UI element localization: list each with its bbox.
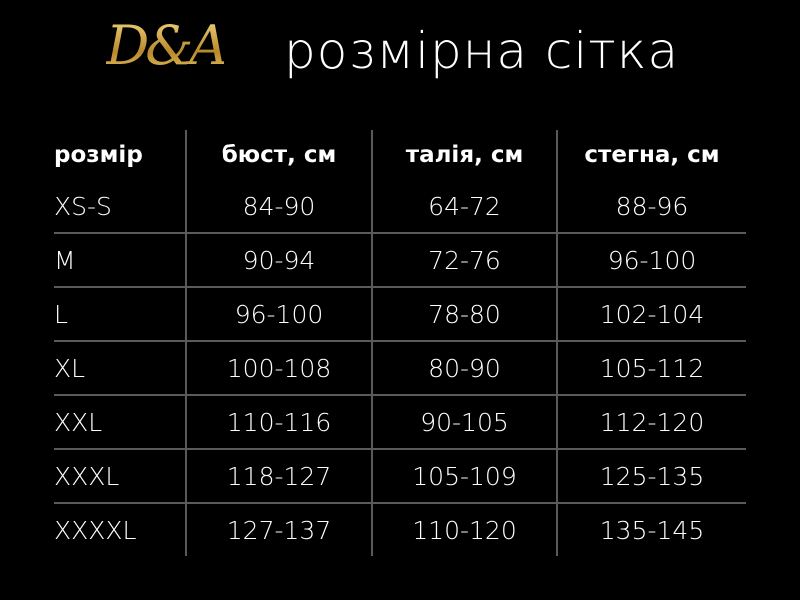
cell-size: L [54,299,68,329]
cell-size: M [54,245,76,275]
cell-bust: 84-90 [185,180,372,233]
cell-bust: 90-94 [185,233,372,287]
cell-bust: 118-127 [185,449,372,503]
cell-hips: 105-112 [556,341,746,395]
cell-waist: 110-120 [371,503,557,556]
cell-waist: 78-80 [371,287,557,341]
table-row: L 96-100 78-80 102-104 [54,287,746,341]
cell-waist: 80-90 [371,341,557,395]
cell-hips: 125-135 [556,449,746,503]
header-bust: бюст, см [185,130,372,180]
cell-waist: 72-76 [371,233,557,287]
page-title: розмірна сітка [284,22,680,80]
table-row: XXL 110-116 90-105 112-120 [54,395,746,449]
cell-waist: 64-72 [371,180,557,233]
table-row: XXXXL 127-137 110-120 135-145 [54,503,746,556]
cell-bust: 100-108 [185,341,372,395]
cell-size: XXL [54,407,103,437]
table-row: M 90-94 72-76 96-100 [54,233,746,287]
header-hips: стегна, см [556,130,746,180]
cell-hips: 88-96 [556,180,746,233]
cell-size: XL [54,353,86,383]
header-size: розмір [54,142,143,168]
cell-hips: 96-100 [556,233,746,287]
cell-waist: 105-109 [371,449,557,503]
table-row: XL 100-108 80-90 105-112 [54,341,746,395]
table-header-row: розмір бюст, см талія, см стегна, см [54,130,746,180]
cell-size: XS-S [54,191,112,221]
header-waist: талія, см [371,130,557,180]
cell-bust: 96-100 [185,287,372,341]
cell-bust: 110-116 [185,395,372,449]
cell-waist: 90-105 [371,395,557,449]
brand-logo: D&A [106,14,228,77]
table-row: XS-S 84-90 64-72 88-96 [54,180,746,233]
size-chart-table: розмір бюст, см талія, см стегна, см XS-… [54,130,746,556]
table-row: XXXL 118-127 105-109 125-135 [54,449,746,503]
cell-size: XXXL [54,461,120,491]
cell-hips: 102-104 [556,287,746,341]
cell-bust: 127-137 [185,503,372,556]
cell-hips: 135-145 [556,503,746,556]
cell-size: XXXXL [54,515,137,545]
cell-hips: 112-120 [556,395,746,449]
